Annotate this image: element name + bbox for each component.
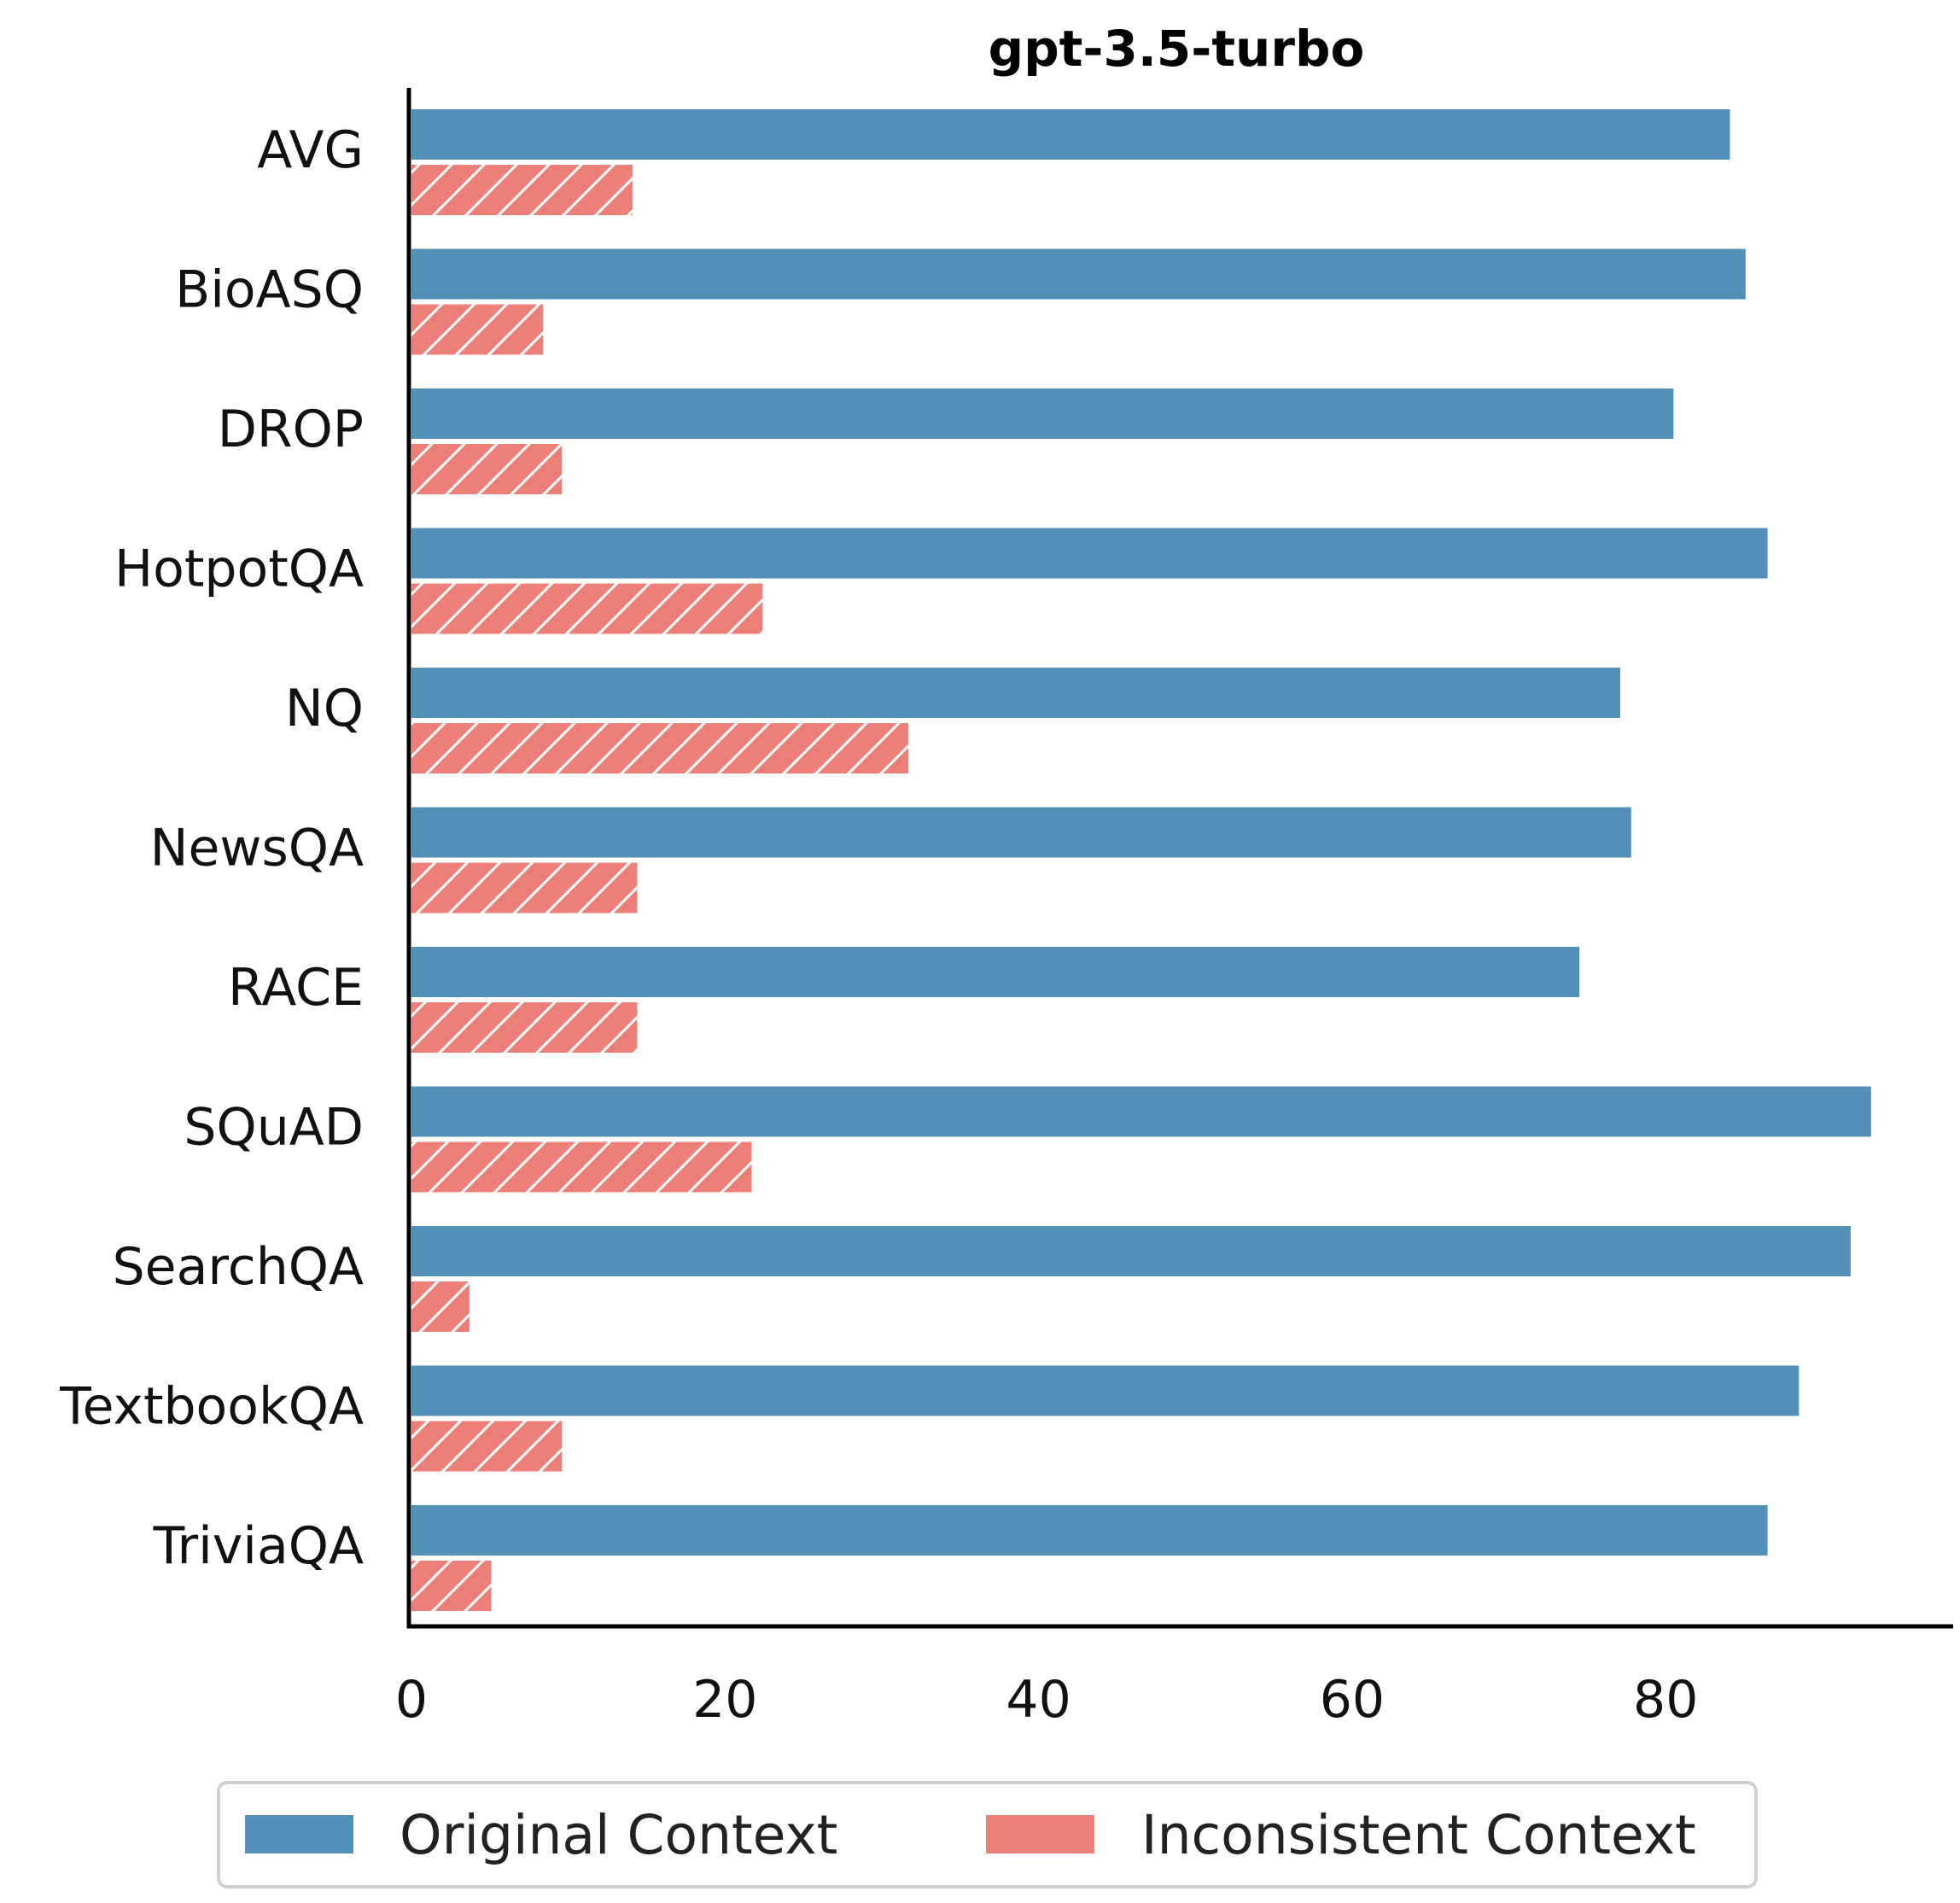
legend-label-inconsistent-context: Inconsistent Context (1141, 1804, 1696, 1866)
x-tick-label-0: 0 (395, 1670, 428, 1730)
bar-inconsistent-context-triviaqa (411, 1561, 492, 1611)
bar-original-context-textbookqa (411, 1365, 1800, 1416)
category-label-triviaqa: TriviaQA (153, 1516, 364, 1576)
bar-original-context-squad (411, 1086, 1871, 1137)
legend-label-original-context: Original Context (400, 1804, 837, 1866)
category-label-textbookqa: TextbookQA (59, 1377, 364, 1437)
category-label-newsqa: NewsQA (150, 819, 364, 879)
bar-inconsistent-context-race (411, 1002, 638, 1053)
legend: Original Context Inconsistent Context (217, 1781, 1758, 1888)
bar-inconsistent-context-nq (411, 723, 909, 773)
bar-original-context-drop (411, 388, 1674, 439)
category-label-race: RACE (228, 958, 364, 1018)
bar-original-context-newsqa (411, 807, 1631, 858)
category-label-hotpotqa: HotpotQA (114, 540, 364, 599)
category-label-avg: AVG (257, 120, 364, 180)
category-label-nq: NQ (285, 679, 364, 738)
legend-swatch-inconsistent-context (986, 1815, 1094, 1853)
bar-inconsistent-context-hotpotqa (411, 583, 763, 634)
bar-original-context-nq (411, 668, 1620, 718)
bar-original-context-race (411, 947, 1580, 997)
bar-inconsistent-context-drop (411, 444, 563, 494)
bar-inconsistent-context-newsqa (411, 862, 638, 914)
category-label-squad: SQuAD (184, 1098, 364, 1158)
x-tick-label-20: 20 (692, 1670, 757, 1730)
x-tick-label-60: 60 (1320, 1670, 1385, 1730)
bar-original-context-avg (411, 109, 1730, 160)
category-label-drop: DROP (218, 400, 364, 459)
bar-inconsistent-context-searchqa (411, 1281, 470, 1332)
x-tick-label-80: 80 (1633, 1670, 1698, 1730)
x-tick-label-40: 40 (1006, 1670, 1070, 1730)
bars-group (411, 109, 1871, 1611)
bar-original-context-bioasq (411, 248, 1746, 300)
legend-swatch-original-context (245, 1815, 353, 1853)
bar-inconsistent-context-avg (411, 165, 633, 215)
category-label-searchqa: SearchQA (113, 1237, 364, 1297)
bar-inconsistent-context-squad (411, 1141, 752, 1193)
chart-title: gpt-3.5-turbo (989, 20, 1365, 78)
bar-original-context-searchqa (411, 1226, 1851, 1276)
category-label-bioasq: BioASQ (175, 260, 364, 320)
category-labels: AVG BioASQ DROP HotpotQA NQ NewsQA RACE SQuAD Se… (59, 120, 364, 1576)
x-axis-ticks: 0 20 40 60 80 (395, 1670, 1698, 1730)
bar-inconsistent-context-textbookqa (411, 1421, 563, 1472)
bar-original-context-triviaqa (411, 1505, 1768, 1556)
bar-inconsistent-context-bioasq (411, 304, 544, 355)
bar-original-context-hotpotqa (411, 528, 1768, 579)
